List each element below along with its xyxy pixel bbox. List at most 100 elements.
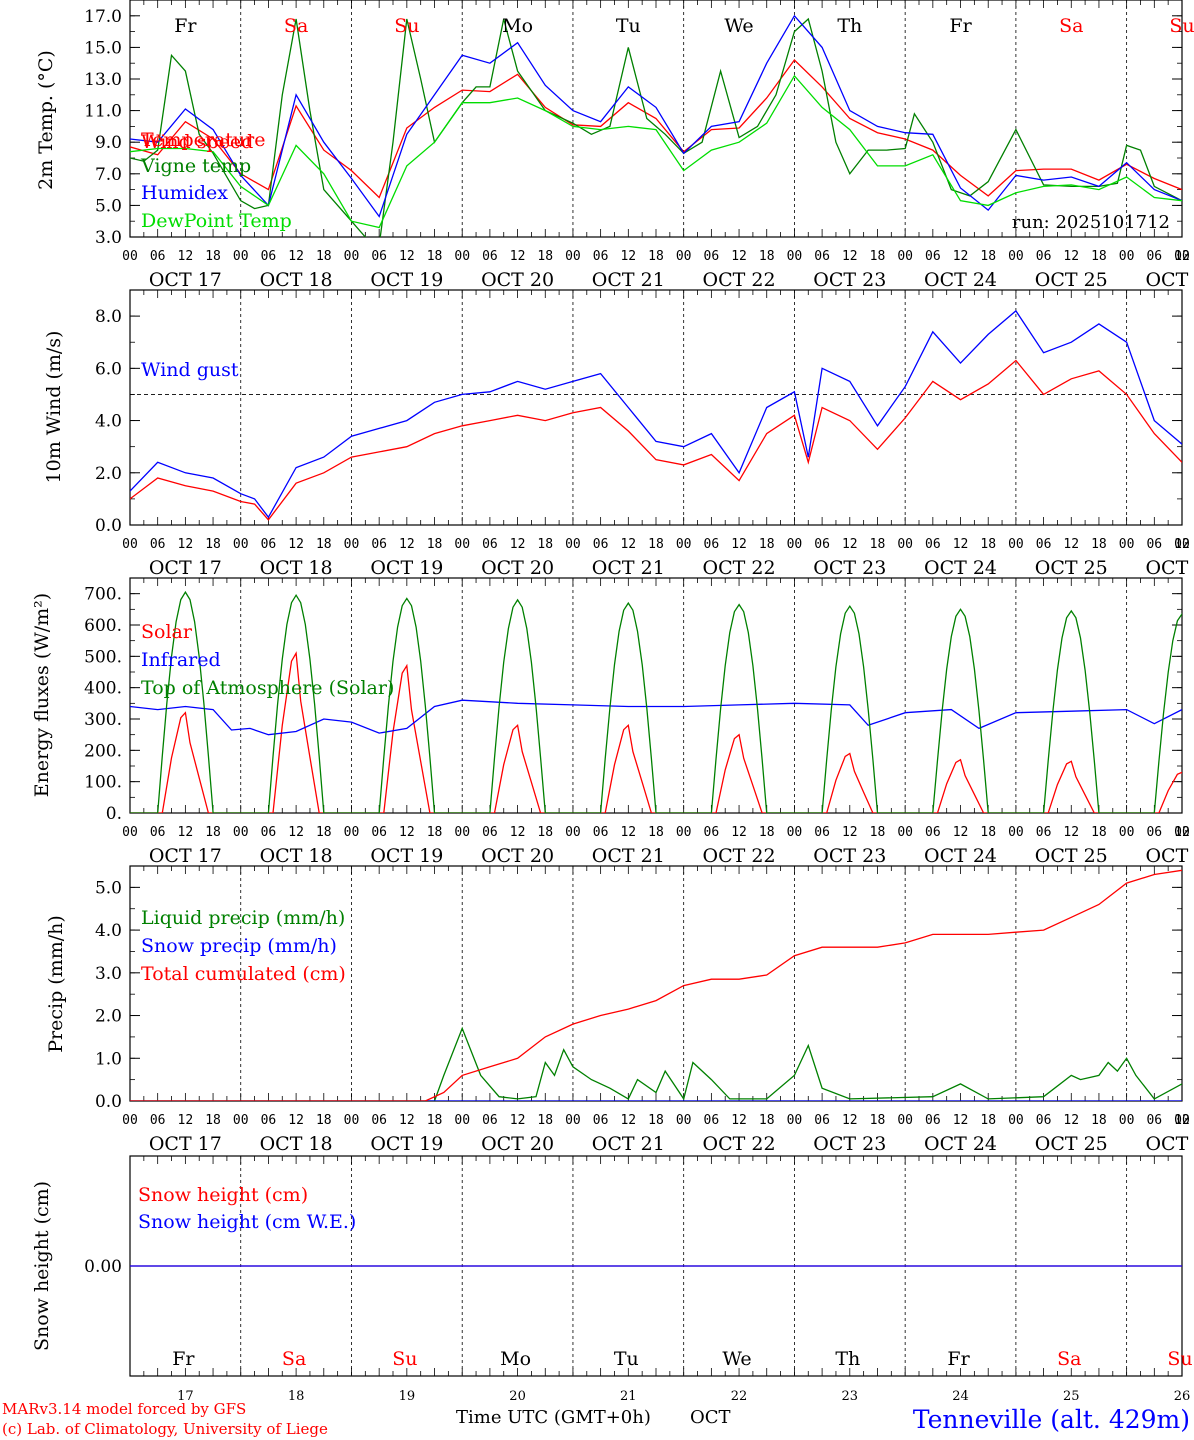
- series-line-humidex: [130, 14, 1182, 218]
- hour-tick-label: 06: [814, 1113, 830, 1128]
- hour-tick-label: 18: [1091, 1113, 1107, 1128]
- day-axis-label: OCT 26: [1145, 557, 1194, 579]
- hour-tick-label: 18: [980, 1113, 996, 1128]
- footer-credit: (c) Lab. of Climatology, University of L…: [2, 1420, 328, 1438]
- hour-tick-label: 06: [150, 1113, 166, 1128]
- y-tick-label: 300.: [84, 710, 122, 730]
- hour-tick-label: 06: [482, 537, 498, 552]
- weekday-label: Th: [835, 1348, 860, 1370]
- day-axis-label: OCT 17: [149, 1133, 222, 1155]
- hour-tick-label: 18: [980, 825, 996, 840]
- hour-tick-label: 06: [925, 249, 941, 264]
- day-axis-label: OCT 17: [149, 269, 222, 291]
- series-line-dewpoint-temp: [130, 74, 1182, 229]
- panel-frame: [129, 289, 1183, 526]
- day-axis-label: OCT 18: [260, 269, 333, 291]
- hour-tick-label: 00: [787, 537, 803, 552]
- day-axis-label: OCT 20: [481, 845, 554, 867]
- hour-tick-label: 12: [510, 249, 526, 264]
- y-tick-label: 6.0: [95, 359, 122, 379]
- series-line-vigne-temp: [130, 17, 1182, 237]
- series-line-wind-gust: [130, 309, 1182, 519]
- hour-tick-label: 18: [980, 537, 996, 552]
- day-axis-label: OCT 21: [592, 1133, 665, 1155]
- weekday-label: Fr: [174, 15, 197, 37]
- hour-tick-label: 12: [953, 249, 969, 264]
- hour-tick-label: 06: [704, 249, 720, 264]
- hour-tick-label: 18: [870, 537, 886, 552]
- y-tick-label: 8.0: [95, 307, 122, 327]
- hour-tick-label: 06: [150, 825, 166, 840]
- hour-tick-label: 06: [704, 537, 720, 552]
- hour-tick-label: 00: [565, 825, 581, 840]
- hour-tick-label: 12: [1063, 537, 1079, 552]
- y-tick-label: 500.: [84, 647, 122, 667]
- hour-tick-label: 00: [676, 825, 692, 840]
- y-tick-label: 9.0: [95, 133, 122, 153]
- day-axis-label: OCT 24: [924, 269, 997, 291]
- day-number-label: 21: [620, 1389, 637, 1404]
- hour-tick-label: 12: [620, 825, 636, 840]
- y-tick-label: 1.0: [95, 1049, 122, 1069]
- day-number-label: 25: [1063, 1389, 1080, 1404]
- legend-entry: Temperature: [141, 129, 265, 151]
- hour-tick-label: 00: [454, 1113, 470, 1128]
- day-axis-label: OCT 19: [370, 269, 443, 291]
- series-line-wind-speed: [130, 359, 1182, 521]
- day-axis-label: OCT 23: [813, 557, 886, 579]
- y-tick-label: 100.: [84, 773, 122, 793]
- y-tick-label: 700.: [84, 585, 122, 605]
- day-axis-label: OCT 19: [370, 1133, 443, 1155]
- hour-tick-label: 18: [759, 1113, 775, 1128]
- y-tick-label: 2.0: [95, 1007, 122, 1027]
- day-axis-label: OCT 21: [592, 269, 665, 291]
- weekday-label: Su: [1167, 1348, 1192, 1370]
- weekday-label: We: [724, 15, 753, 37]
- hour-tick-label: 06: [1146, 1113, 1162, 1128]
- hour-tick-label: 00: [897, 249, 913, 264]
- hour-tick-label: 06: [371, 825, 387, 840]
- hour-tick-label: 12: [288, 825, 304, 840]
- station-name: Tenneville (alt. 429m): [913, 1405, 1190, 1434]
- footer-model: MARv3.14 model forced by GFS: [2, 1400, 246, 1418]
- hour-tick-label: 00: [897, 825, 913, 840]
- hour-tick-label: 18: [316, 249, 332, 264]
- day-axis-label: OCT 25: [1035, 1133, 1108, 1155]
- day-axis-label: OCT 23: [813, 269, 886, 291]
- weekday-label: Th: [837, 15, 862, 37]
- hour-tick-label: 12: [399, 1113, 415, 1128]
- hour-tick-label: 12: [399, 249, 415, 264]
- hour-tick-label: 00: [565, 537, 581, 552]
- hour-tick-label: 18: [648, 537, 664, 552]
- y-axis-title: Energy fluxes (W/m²): [31, 593, 53, 797]
- hour-tick-label: 06: [371, 249, 387, 264]
- hour-tick-label: 18: [648, 825, 664, 840]
- footer-time-axis: Time UTC (GMT+0h): [456, 1407, 651, 1428]
- hour-tick-label: 00: [1008, 1113, 1024, 1128]
- y-tick-label: 3.0: [95, 964, 122, 984]
- hour-tick-label: 00: [565, 249, 581, 264]
- legend-entry: Snow height (cm): [138, 1184, 308, 1206]
- series-line-top-of-atmosphere-solar-: [130, 590, 1182, 813]
- hour-tick-label: 00: [122, 537, 138, 552]
- hour-tick-label: 18: [759, 825, 775, 840]
- y-tick-label: 200.: [84, 741, 122, 761]
- hour-tick-label: 12: [178, 537, 194, 552]
- day-axis-label: OCT 20: [481, 1133, 554, 1155]
- hour-tick-label: 12: [842, 1113, 858, 1128]
- hour-tick-label: 06: [150, 249, 166, 264]
- series-group: [130, 14, 1182, 237]
- hour-tick-label: 06: [593, 249, 609, 264]
- hour-tick-label: 12: [620, 249, 636, 264]
- day-axis-label: OCT 20: [481, 557, 554, 579]
- hour-tick-label: 06: [1146, 825, 1162, 840]
- hour-tick-label: 00: [787, 1113, 803, 1128]
- hour-tick-label: 12: [1063, 825, 1079, 840]
- hour-tick-label: 06: [704, 1113, 720, 1128]
- hour-tick-label: 00: [454, 537, 470, 552]
- hour-tick-label: 12: [842, 537, 858, 552]
- weekday-label: Sa: [1059, 15, 1083, 37]
- day-axis-label: OCT 22: [703, 1133, 776, 1155]
- hour-tick-label: 06: [371, 1113, 387, 1128]
- day-axis-label: OCT 26: [1145, 845, 1194, 867]
